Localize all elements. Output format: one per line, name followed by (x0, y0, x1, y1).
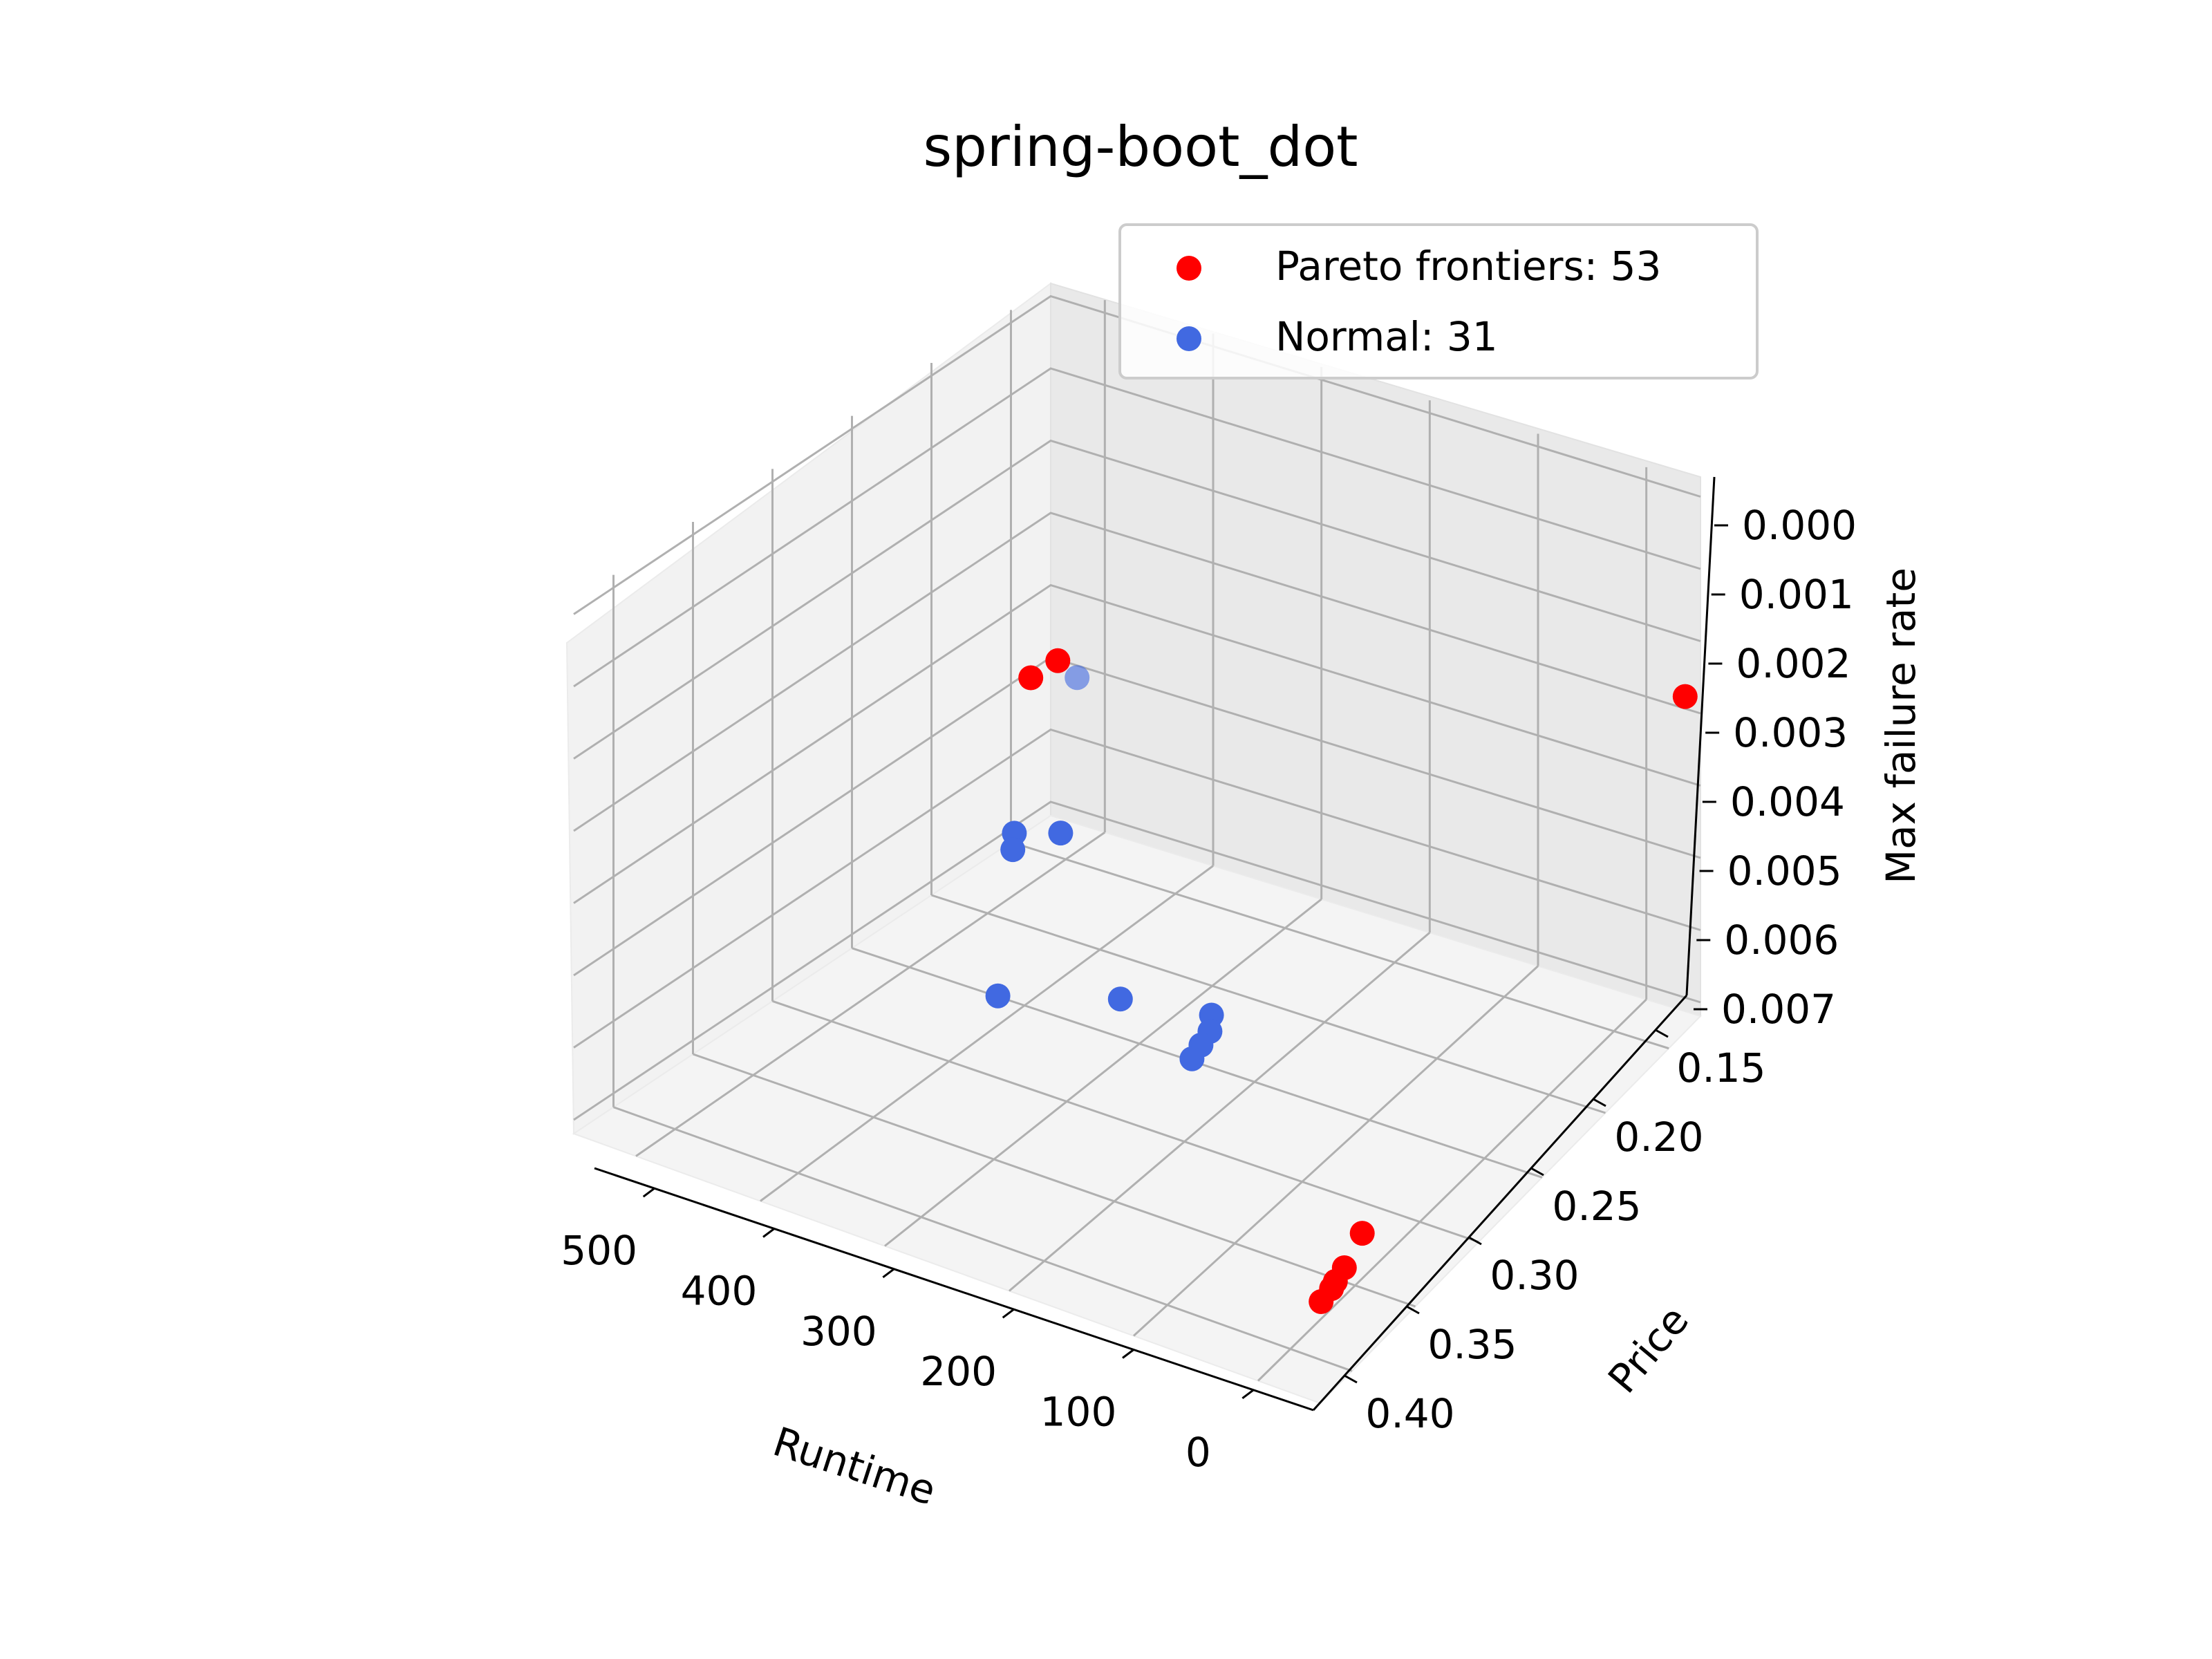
z-axis-line (1685, 476, 1716, 996)
y-axis-line (1312, 994, 1688, 1412)
y-tick-label: 0.30 (1490, 1252, 1579, 1299)
grid-line-failure-rate (573, 728, 1701, 1049)
grid-line-failure-rate (573, 367, 1701, 688)
grid-line-failure-rate (573, 512, 1701, 832)
y-tick-mark (1655, 1029, 1669, 1038)
legend-label-pareto: Pareto frontiers: 53 (1275, 243, 1661, 290)
legend: Pareto frontiers: 53 Normal: 31 (1118, 223, 1759, 379)
x-tick-mark (1241, 1389, 1255, 1400)
grid-line-floor-runtime (1257, 998, 1647, 1382)
x-tick-label: 200 (920, 1348, 997, 1395)
normal-point (1107, 986, 1133, 1012)
pareto-point (1672, 684, 1698, 709)
y-axis-label: Price (1599, 1297, 1698, 1402)
grid-line-floor-runtime (1009, 932, 1431, 1292)
normal-point (1065, 665, 1090, 691)
y-tick-label: 0.15 (1676, 1044, 1765, 1091)
grid-line-failure-rate (573, 800, 1701, 1121)
grid-line-floor-price (693, 1053, 1416, 1308)
grid-line-failure-rate (573, 583, 1701, 904)
normal-point (1179, 1046, 1205, 1071)
x-tick-label: 100 (1040, 1389, 1117, 1436)
y-tick-label: 0.35 (1427, 1321, 1517, 1368)
y-tick-label: 0.20 (1614, 1114, 1703, 1161)
grid-line-floor-runtime (884, 898, 1322, 1247)
grid-line-failure-rate (573, 294, 1701, 615)
legend-box (1118, 223, 1759, 379)
z-tick-label: 0.000 (1742, 502, 1857, 549)
x-tick-label: 0 (1185, 1429, 1211, 1476)
pareto-point (1349, 1221, 1375, 1246)
axis-panes (565, 282, 1702, 1405)
data-points (985, 648, 1698, 1314)
y-tick-mark (1344, 1374, 1358, 1384)
pareto-point (1018, 665, 1044, 691)
legend-marker-pareto (1177, 256, 1201, 281)
z-axis-label: Max failure rate (1877, 568, 1924, 884)
y-tick-mark (1593, 1098, 1606, 1107)
normal-point (985, 983, 1011, 1009)
pareto-point (1045, 648, 1071, 673)
floor-pane (572, 814, 1702, 1405)
x-axis-line (594, 1167, 1314, 1412)
pareto-point (1309, 1289, 1334, 1314)
grid-lines (573, 294, 1701, 1382)
normal-point (1048, 821, 1074, 846)
x-axis-label: Runtime (767, 1418, 941, 1515)
z-tick-label: 0.007 (1721, 986, 1836, 1033)
x-tick-label: 500 (561, 1227, 637, 1274)
grid-line-floor-price (1011, 841, 1669, 1050)
y-tick-mark (1530, 1167, 1544, 1177)
axis-ticks: 500 400 300 200 100 0 0.15 0.20 0.25 0.30 0.35 0.40… (561, 502, 1857, 1476)
axis-lines (594, 476, 1716, 1412)
grid-line-floor-runtime (1132, 965, 1539, 1337)
normal-point (1000, 837, 1026, 863)
legend-marker-normal (1177, 326, 1201, 351)
grid-line-floor-runtime (760, 865, 1214, 1202)
x-tick-label: 300 (800, 1308, 877, 1355)
x-tick-mark (882, 1268, 895, 1279)
x-tick-mark (642, 1187, 655, 1198)
x-tick-mark (762, 1228, 775, 1238)
z-tick-label: 0.005 (1727, 847, 1842, 894)
y-tick-label: 0.40 (1365, 1390, 1454, 1437)
legend-label-normal: Normal: 31 (1275, 313, 1498, 360)
grid-line-floor-price (612, 1106, 1353, 1372)
grid-line-floor-price (931, 894, 1606, 1114)
z-tick-label: 0.004 (1730, 778, 1845, 825)
z-tick-label: 0.002 (1736, 640, 1850, 687)
z-tick-label: 0.006 (1724, 917, 1839, 964)
grid-line-floor-runtime (635, 831, 1106, 1157)
x-tick-mark (1122, 1349, 1134, 1359)
grid-line-floor-price (772, 1000, 1479, 1244)
z-tick-label: 0.003 (1733, 709, 1848, 756)
z-tick-label: 0.001 (1739, 571, 1854, 618)
x-tick-mark (1002, 1308, 1015, 1319)
y-tick-mark (1468, 1236, 1482, 1246)
y-tick-mark (1406, 1305, 1420, 1315)
grid-line-failure-rate (573, 439, 1701, 760)
chart-title: spring-boot_dot (923, 115, 1358, 179)
x-tick-label: 400 (681, 1268, 758, 1315)
y-tick-label: 0.25 (1552, 1183, 1641, 1230)
